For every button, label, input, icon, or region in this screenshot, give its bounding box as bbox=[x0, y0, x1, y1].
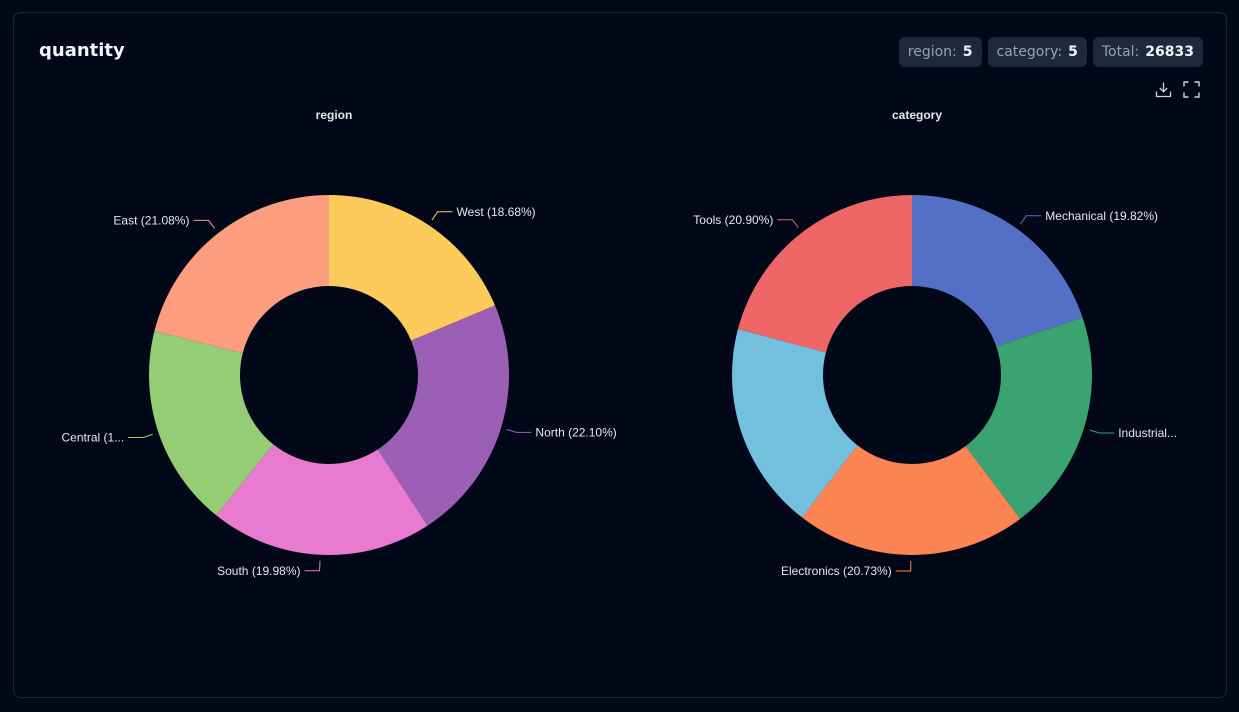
slice-industrial[interactable] bbox=[965, 317, 1092, 519]
label-line-south bbox=[304, 560, 321, 572]
label-line-mechanical bbox=[1020, 215, 1042, 225]
chart-title-region: region bbox=[316, 108, 353, 122]
region-donut-chart: West (18.68%) North (22.10%) South (19.98%… bbox=[62, 195, 617, 578]
category-donut-chart: Mechanical (19.82%) Industrial... Electron… bbox=[693, 195, 1177, 578]
badge-value: 26833 bbox=[1145, 44, 1194, 60]
slice-mechanical[interactable] bbox=[912, 195, 1083, 347]
slice-label-tools: Tools (20.90%) bbox=[693, 213, 773, 227]
label-line-central bbox=[128, 433, 153, 438]
download-icon bbox=[1155, 82, 1171, 97]
fullscreen-icon bbox=[1182, 80, 1200, 98]
slice-tools[interactable] bbox=[737, 195, 912, 353]
slice-label-north: North (22.10%) bbox=[535, 425, 616, 439]
label-line-tools bbox=[777, 219, 799, 228]
total-badge: Total: 26833 bbox=[1092, 37, 1203, 67]
slice-label-east: East (21.08%) bbox=[113, 213, 189, 227]
slice-electronics[interactable] bbox=[801, 445, 1021, 556]
slice-central[interactable] bbox=[148, 331, 274, 516]
slice-label-central: Central (1... bbox=[62, 430, 125, 444]
slice-east[interactable] bbox=[154, 195, 329, 354]
badge-value: 5 bbox=[962, 44, 973, 60]
region-count-badge: region: 5 bbox=[898, 37, 982, 67]
category-count-badge: category: 5 bbox=[987, 37, 1087, 67]
label-line-electronics bbox=[895, 560, 912, 572]
label-line-north bbox=[506, 428, 532, 433]
chart-toolbar bbox=[1154, 80, 1200, 98]
slice-automotive[interactable] bbox=[732, 329, 858, 518]
badge-label: region: bbox=[907, 44, 957, 60]
badge-label: category: bbox=[996, 44, 1063, 60]
slice-west[interactable] bbox=[329, 195, 495, 341]
badge-label: Total: bbox=[1101, 44, 1140, 60]
slice-label-mechanical: Mechanical (19.82%) bbox=[1045, 209, 1158, 223]
fullscreen-button[interactable] bbox=[1182, 80, 1200, 98]
slice-label-industrial: Industrial... bbox=[1118, 426, 1177, 440]
badge-group: region: 5 category: 5 Total: 26833 bbox=[898, 37, 1203, 67]
slice-label-south: South (19.98%) bbox=[217, 564, 300, 578]
label-line-west bbox=[431, 211, 453, 221]
slice-south[interactable] bbox=[216, 444, 428, 555]
badge-value: 5 bbox=[1068, 44, 1078, 60]
slice-north[interactable] bbox=[377, 305, 509, 526]
label-line-industrial bbox=[1089, 429, 1115, 434]
download-button[interactable] bbox=[1154, 80, 1172, 98]
card-title: quantity bbox=[39, 40, 125, 61]
slice-label-west: West (18.68%) bbox=[457, 205, 536, 219]
label-line-east bbox=[193, 219, 216, 229]
chart-title-category: category bbox=[892, 108, 942, 122]
slice-label-electronics: Electronics (20.73%) bbox=[781, 564, 892, 578]
